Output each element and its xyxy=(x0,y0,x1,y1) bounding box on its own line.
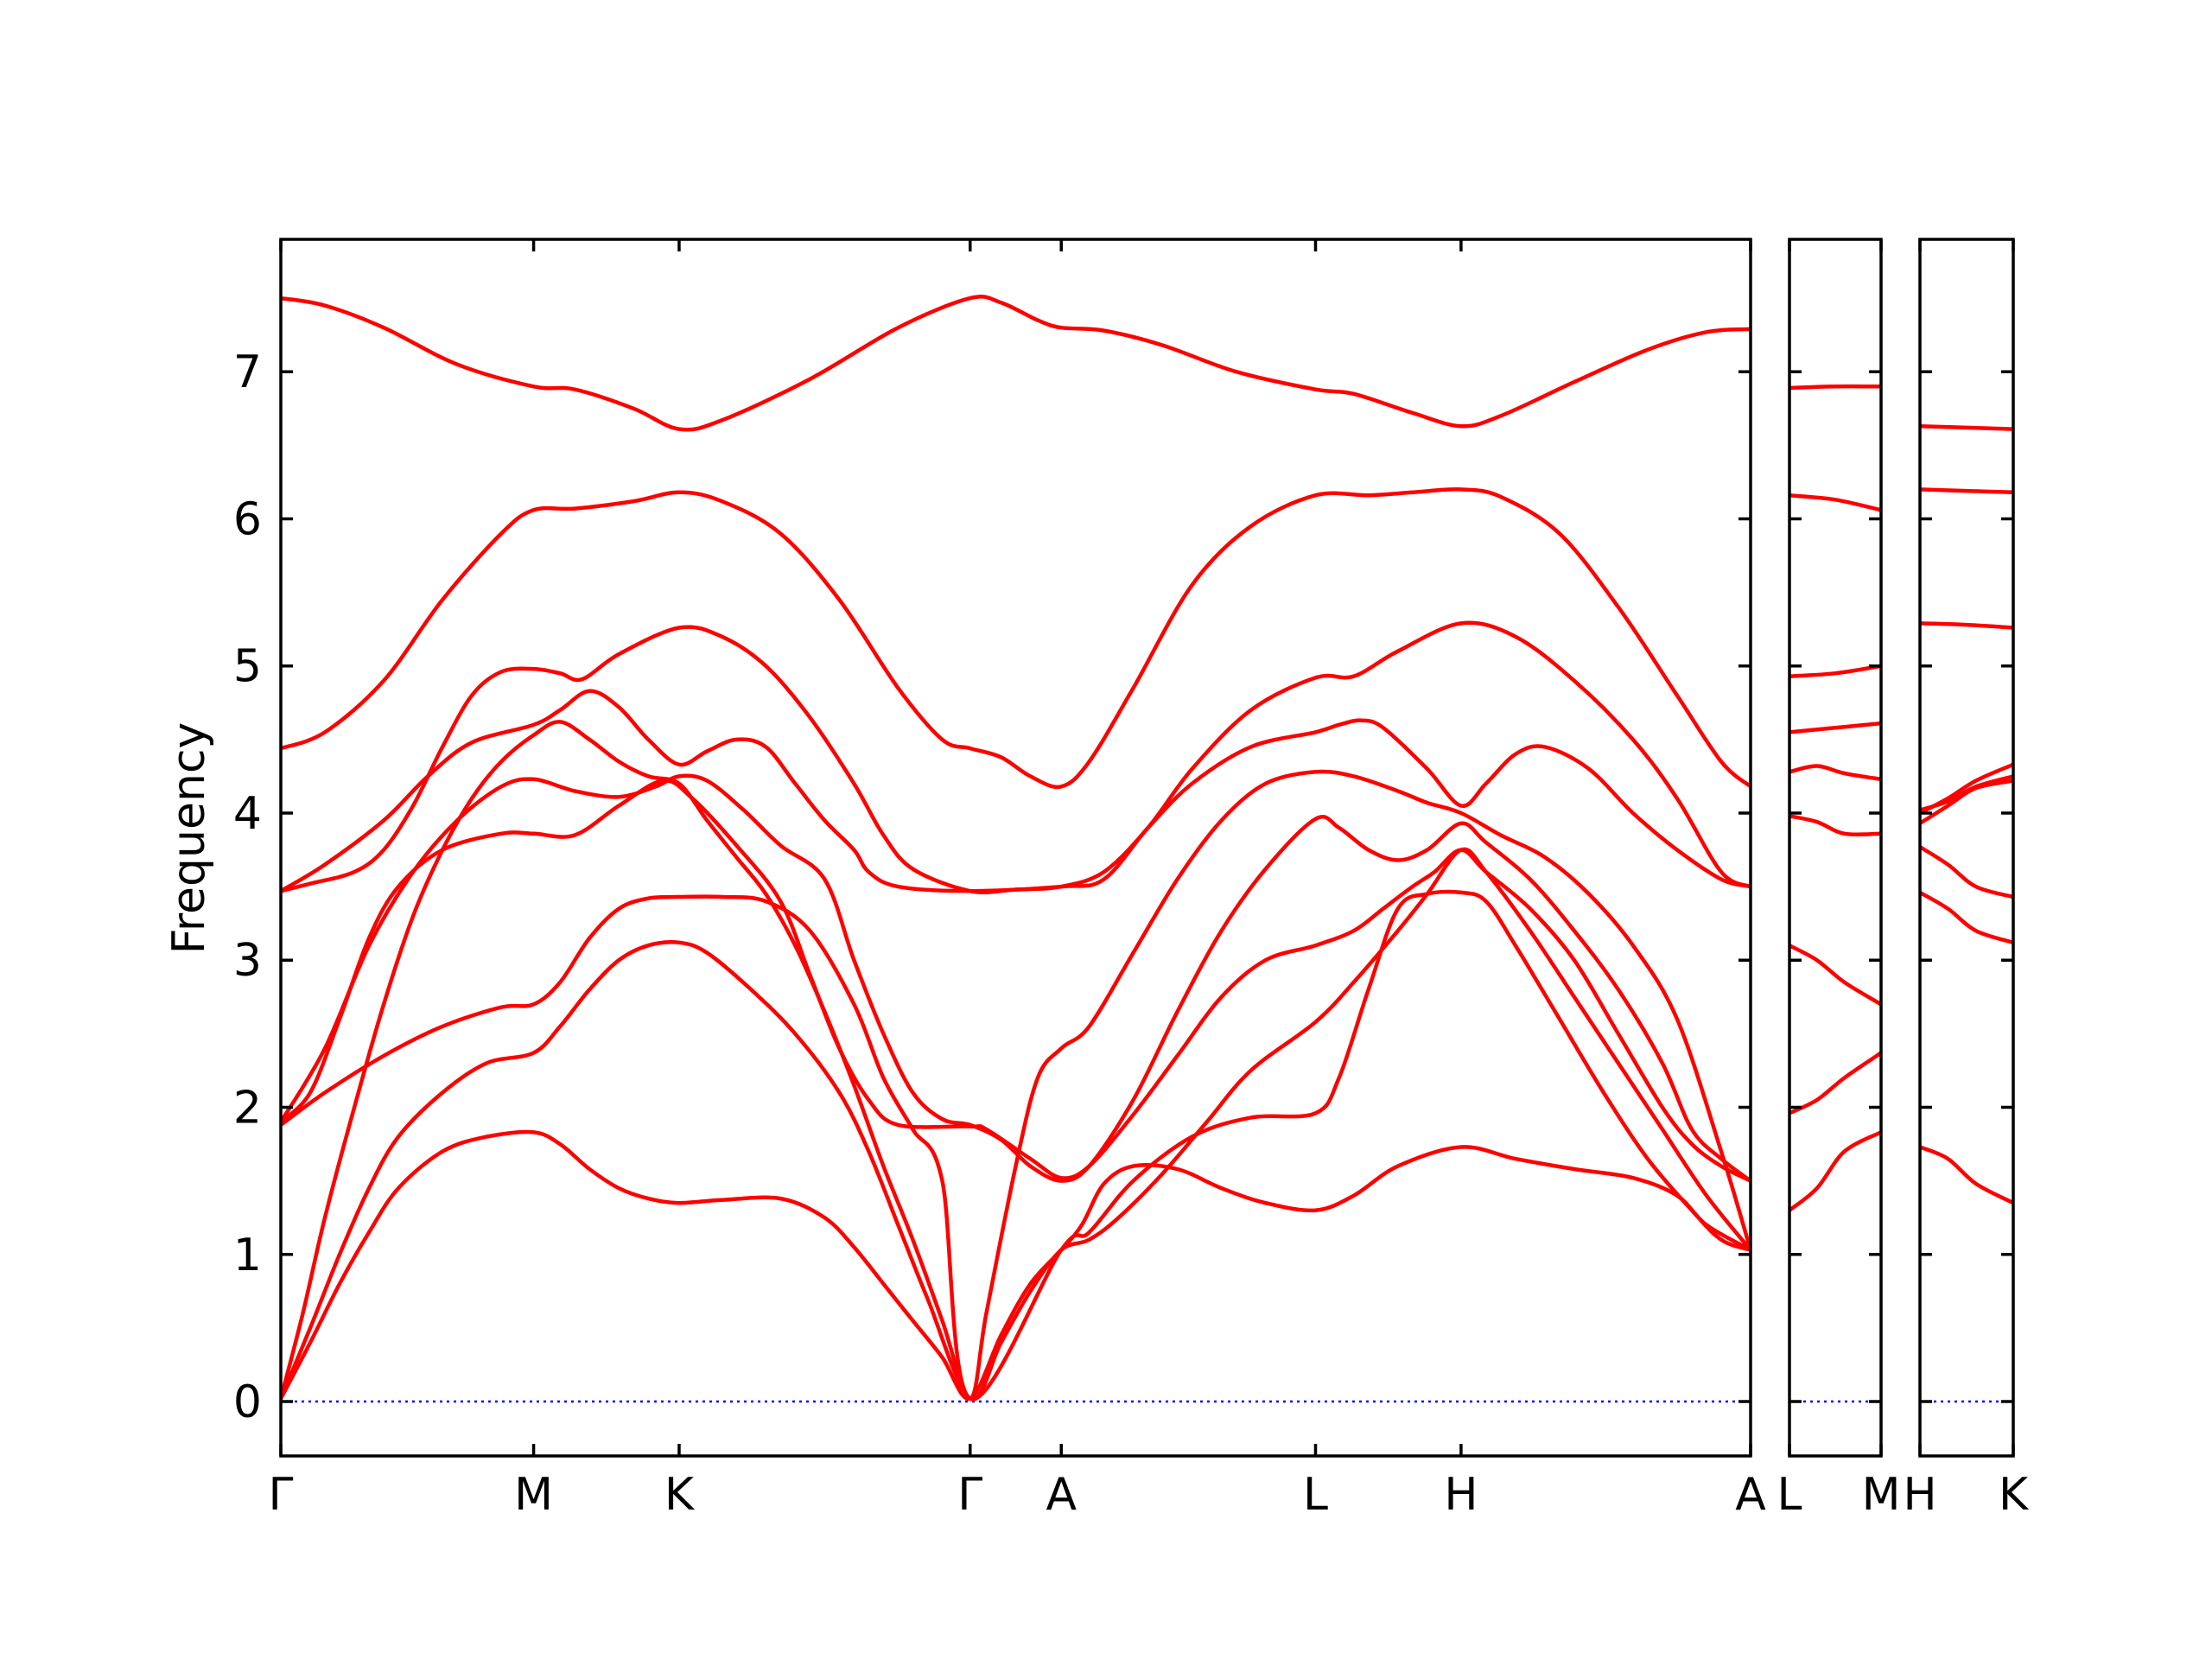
x-tick-label: H xyxy=(1903,1469,1936,1521)
y-tick-label: 4 xyxy=(233,788,262,840)
x-tick-label: Γ xyxy=(957,1469,982,1521)
band-6 xyxy=(1920,779,2013,826)
y-tick-label: 6 xyxy=(233,493,262,545)
y-axis-label-group: Frequency xyxy=(163,722,215,955)
y-tick-label: 3 xyxy=(233,935,262,987)
band-3 xyxy=(1920,621,2013,630)
y-tick-label: 0 xyxy=(233,1376,262,1428)
x-tick-label: A xyxy=(1735,1469,1766,1521)
band-4 xyxy=(1789,721,1881,734)
band-group xyxy=(1789,384,1881,1212)
band-3 xyxy=(281,620,1751,894)
y-tick-label: 2 xyxy=(233,1082,262,1134)
band-5 xyxy=(281,773,1751,1183)
band-8 xyxy=(1920,890,2013,945)
x-tick-label: M xyxy=(1862,1469,1901,1521)
band-6 xyxy=(281,779,1751,1183)
band-2 xyxy=(1920,487,2013,495)
x-tick-label: K xyxy=(1999,1469,2030,1521)
x-tick-label: A xyxy=(1046,1469,1077,1521)
band-9 xyxy=(1789,1130,1881,1212)
band-9 xyxy=(281,847,1751,1402)
x-tick-label: M xyxy=(514,1469,553,1521)
band-7 xyxy=(281,889,1751,1402)
band-1 xyxy=(281,295,1751,432)
axes-frame xyxy=(279,238,1752,1458)
x-tick-label: L xyxy=(1777,1469,1802,1521)
band-7 xyxy=(1789,943,1881,1007)
band-10 xyxy=(281,1129,1751,1401)
x-tick-label: K xyxy=(664,1469,696,1521)
band-6 xyxy=(1789,814,1881,837)
panel-1: 0 1 2 3 4 5 6 7 Γ M K Γ A L H A xyxy=(233,238,1766,1521)
band-5 xyxy=(1789,764,1881,782)
x-tick-label: L xyxy=(1303,1469,1328,1521)
band-7 xyxy=(1920,844,2013,899)
y-tick-label: 1 xyxy=(233,1230,262,1281)
band-8 xyxy=(1789,1051,1881,1116)
band-1 xyxy=(1920,423,2013,431)
band-2 xyxy=(1789,493,1881,512)
band-4 xyxy=(281,689,1751,893)
band-1 xyxy=(1789,384,1881,391)
y-axis-label: Frequency xyxy=(163,722,215,955)
band-3 xyxy=(1789,664,1881,678)
band-9 xyxy=(1920,1145,2013,1205)
y-tick-label: 7 xyxy=(233,346,262,398)
axes-frame xyxy=(1788,238,1883,1458)
y-tick-label: 5 xyxy=(233,641,262,693)
x-tick-label: H xyxy=(1444,1469,1478,1521)
band-group xyxy=(281,295,1751,1402)
x-tick-label: Γ xyxy=(269,1469,294,1521)
axes-frame xyxy=(1918,238,2015,1458)
band-group xyxy=(1920,423,2013,1205)
band-8 xyxy=(281,720,1751,1401)
band-2 xyxy=(281,487,1751,790)
